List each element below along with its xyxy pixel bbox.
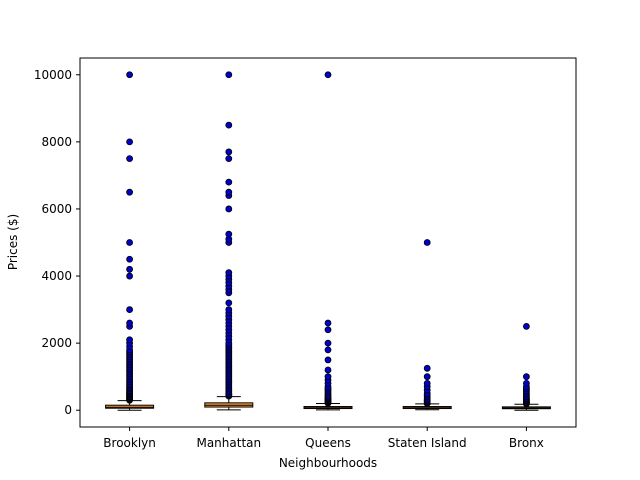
outlier-point bbox=[523, 373, 530, 381]
outlier-point bbox=[225, 178, 233, 186]
outlier-point bbox=[126, 255, 134, 263]
outlier-point bbox=[126, 265, 134, 273]
x-tick-label: Staten Island bbox=[388, 436, 467, 450]
outlier-point bbox=[423, 373, 431, 381]
outlier-point bbox=[225, 155, 233, 163]
outlier-point bbox=[126, 336, 134, 344]
outlier-point bbox=[324, 346, 332, 354]
box-group bbox=[501, 322, 551, 411]
outlier-point bbox=[126, 155, 134, 163]
y-tick-label: 2000 bbox=[41, 336, 72, 350]
outlier-point bbox=[225, 205, 233, 213]
outlier-point bbox=[324, 71, 332, 79]
outlier-point bbox=[126, 306, 134, 313]
x-tick-label: Bronx bbox=[509, 436, 544, 450]
outlier-point bbox=[126, 188, 134, 196]
x-tick-label: Manhattan bbox=[196, 436, 261, 450]
y-axis-label: Prices ($) bbox=[6, 214, 20, 270]
outlier-point bbox=[324, 319, 332, 327]
outlier-point bbox=[126, 319, 134, 327]
outlier-point bbox=[324, 326, 332, 334]
x-axis: Brooklyn Manhattan Queens Staten Island Bron… bbox=[103, 427, 544, 450]
box-group bbox=[204, 71, 254, 411]
outlier-point bbox=[126, 239, 134, 246]
outlier-point bbox=[324, 366, 332, 374]
outlier-point bbox=[225, 299, 233, 307]
outlier-point bbox=[225, 306, 233, 313]
outlier-point bbox=[126, 272, 134, 280]
outlier-point bbox=[126, 71, 134, 79]
y-tick-label: 8000 bbox=[41, 135, 72, 149]
x-tick-label: Brooklyn bbox=[103, 436, 156, 450]
outlier-point bbox=[324, 339, 332, 347]
outlier-point bbox=[126, 138, 134, 146]
y-tick-label: 6000 bbox=[41, 202, 72, 216]
y-tick-label: 10000 bbox=[34, 68, 72, 82]
box-group bbox=[402, 239, 452, 411]
y-tick-label: 0 bbox=[64, 403, 72, 417]
outlier-point bbox=[523, 322, 530, 330]
y-axis: 0 2000 4000 6000 8000 10000 bbox=[34, 68, 80, 417]
plot-area-frame bbox=[79, 57, 577, 428]
outlier-point bbox=[225, 148, 233, 156]
outlier-point bbox=[225, 71, 233, 79]
boxes-layer bbox=[105, 71, 551, 411]
box-group bbox=[303, 71, 353, 411]
iqr-box bbox=[105, 404, 155, 409]
y-tick-label: 4000 bbox=[41, 269, 72, 283]
outlier-point bbox=[324, 356, 332, 364]
outlier-point bbox=[225, 230, 233, 238]
outlier-point bbox=[225, 269, 233, 277]
outlier-point bbox=[423, 364, 431, 372]
box-group bbox=[105, 71, 155, 411]
outlier-point bbox=[423, 379, 431, 387]
outlier-point bbox=[523, 379, 530, 387]
outlier-point bbox=[423, 239, 431, 246]
outlier-point bbox=[225, 188, 233, 196]
x-tick-label: Queens bbox=[305, 436, 351, 450]
x-axis-label: Neighbourhoods bbox=[279, 456, 377, 470]
outlier-point bbox=[225, 121, 233, 129]
outlier-point bbox=[324, 373, 332, 381]
